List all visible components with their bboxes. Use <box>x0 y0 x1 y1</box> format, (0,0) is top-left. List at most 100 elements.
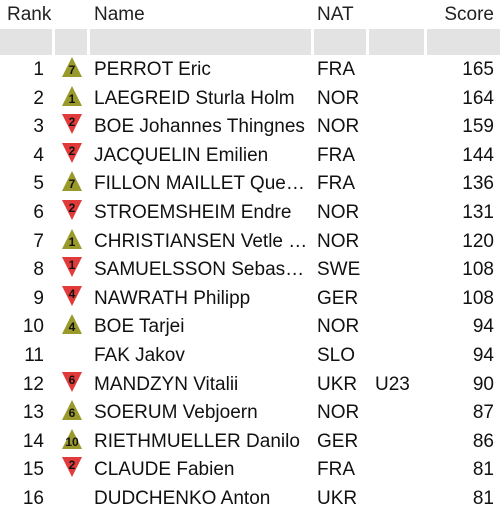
rank-up-icon: 7 <box>61 170 83 192</box>
athlete-name: SAMUELSSON Sebastian <box>94 259 308 281</box>
nation-cell: NOR <box>317 402 360 424</box>
header-nat[interactable]: NAT <box>317 4 354 25</box>
rank-cell: 4 <box>33 144 44 166</box>
score-cell: 87 <box>472 402 494 424</box>
rank-cell: 7 <box>33 230 44 252</box>
score-cell: 131 <box>462 201 494 223</box>
nation-cell: NOR <box>317 316 360 338</box>
score-cell: 159 <box>462 116 494 138</box>
table-row[interactable]: 13 6 SOERUM Vebjoern NOR 87 <box>0 399 500 428</box>
athlete-name: RIETHMUELLER Danilo <box>94 430 300 452</box>
table-row[interactable]: 11 FAK Jakov SLO 94 <box>0 342 500 371</box>
rank-cell: 15 <box>22 459 44 481</box>
score-cell: 81 <box>472 459 494 481</box>
filter-cell-nat <box>314 29 366 55</box>
table-row[interactable]: 1 7 PERROT Eric FRA 165 <box>0 56 500 85</box>
nation-cell: FRA <box>317 459 355 481</box>
rank-cell: 16 <box>22 487 44 509</box>
rank-cell: 11 <box>24 344 44 366</box>
filter-band <box>0 29 500 56</box>
nation-cell: SWE <box>317 259 361 281</box>
table-row[interactable]: 15 2 CLAUDE Fabien FRA 81 <box>0 456 500 485</box>
athlete-name: BOE Johannes Thingnes <box>94 116 305 138</box>
table-body: 1 7 PERROT Eric FRA 165 2 1 LAEGREID Sturla Hol… <box>0 56 500 514</box>
filter-cell-rank <box>0 29 52 55</box>
athlete-name: FILLON MAILLET Quentin <box>94 173 308 195</box>
rank-down-icon: 2 <box>61 199 83 221</box>
table-row[interactable]: 14 10 RIETHMUELLER Danilo GER 86 <box>0 428 500 457</box>
table-header: Rank Name NAT Score <box>0 0 500 29</box>
filter-cell-name <box>90 29 311 55</box>
athlete-name: LAEGREID Sturla Holm <box>94 87 295 109</box>
rank-change-value: 1 <box>68 258 76 273</box>
rank-cell: 12 <box>22 373 44 395</box>
nation-cell: FRA <box>317 59 355 80</box>
table-row[interactable]: 2 1 LAEGREID Sturla Holm NOR 164 <box>0 85 500 114</box>
athlete-name: CHRISTIANSEN Vetle S… <box>94 230 308 252</box>
rank-cell: 1 <box>33 59 44 80</box>
nation-cell: NOR <box>317 201 360 223</box>
rank-change-value: 7 <box>68 63 76 77</box>
rank-down-icon: 2 <box>61 456 83 478</box>
score-cell: 136 <box>462 173 494 195</box>
filter-cell-trend <box>55 29 87 55</box>
athlete-name: JACQUELIN Emilien <box>94 144 269 166</box>
rank-change-value: 1 <box>68 91 76 106</box>
nation-cell: SLO <box>317 344 356 366</box>
score-cell: 120 <box>462 230 494 252</box>
athlete-name: PERROT Eric <box>94 59 211 80</box>
rank-up-icon: 1 <box>61 228 83 250</box>
rank-down-icon: 1 <box>61 256 83 278</box>
athlete-name: STROEMSHEIM Endre <box>94 201 292 223</box>
table-row[interactable]: 12 6 MANDZYN Vitalii UKR U23 90 <box>0 371 500 400</box>
athlete-name: MANDZYN Vitalii <box>94 373 239 395</box>
table-row[interactable]: 7 1 CHRISTIANSEN Vetle S… NOR 120 <box>0 228 500 257</box>
nation-cell: NOR <box>317 116 360 138</box>
score-cell: 94 <box>472 316 494 338</box>
rank-change-value: 2 <box>68 200 76 215</box>
nation-cell: GER <box>317 430 359 452</box>
rank-change-value: 6 <box>68 372 76 387</box>
rank-change-value: 10 <box>65 434 79 449</box>
rank-change-value: 4 <box>68 320 76 335</box>
rank-cell: 8 <box>33 259 44 281</box>
nation-cell: FRA <box>317 144 355 166</box>
header-rank[interactable]: Rank <box>7 4 52 25</box>
rank-up-icon: 7 <box>61 56 83 78</box>
table-row[interactable]: 4 2 JACQUELIN Emilien FRA 144 <box>0 142 500 171</box>
score-cell: 108 <box>462 287 494 309</box>
rank-up-icon: 4 <box>61 313 83 335</box>
rank-cell: 14 <box>22 430 44 452</box>
header-score[interactable]: Score <box>444 4 494 25</box>
header-name[interactable]: Name <box>94 4 145 25</box>
table-row[interactable]: 10 4 BOE Tarjei NOR 94 <box>0 313 500 342</box>
rank-down-icon: 6 <box>61 371 83 393</box>
rank-up-icon: 1 <box>61 85 83 107</box>
rank-down-icon: 4 <box>61 285 83 307</box>
table-row[interactable]: 8 1 SAMUELSSON Sebastian SWE 108 <box>0 256 500 285</box>
rank-cell: 10 <box>22 316 44 338</box>
table-row[interactable]: 3 2 BOE Johannes Thingnes NOR 159 <box>0 113 500 142</box>
rank-cell: 6 <box>33 201 44 223</box>
table-row[interactable]: 9 4 NAWRATH Philipp GER 108 <box>0 285 500 314</box>
score-cell: 86 <box>472 430 494 452</box>
score-cell: 81 <box>472 487 494 509</box>
table-row[interactable]: 6 2 STROEMSHEIM Endre NOR 131 <box>0 199 500 228</box>
rank-down-icon: 2 <box>61 113 83 135</box>
rank-down-icon: 2 <box>61 142 83 164</box>
table-row[interactable]: 5 7 FILLON MAILLET Quentin FRA 136 <box>0 170 500 199</box>
athlete-name: BOE Tarjei <box>94 316 185 338</box>
score-cell: 108 <box>462 259 494 281</box>
nation-cell: UKR <box>317 487 358 509</box>
rank-cell: 2 <box>33 87 44 109</box>
athlete-name: NAWRATH Philipp <box>94 287 251 309</box>
rank-up-icon: 6 <box>61 399 83 421</box>
score-cell: 165 <box>462 59 494 80</box>
table-row[interactable]: 16 DUDCHENKO Anton UKR 81 <box>0 485 500 514</box>
score-cell: 94 <box>472 344 494 366</box>
filter-cell-score <box>427 29 500 55</box>
athlete-name: SOERUM Vebjoern <box>94 402 258 424</box>
rank-change-value: 6 <box>68 406 76 421</box>
rank-up-icon: 10 <box>61 428 83 450</box>
